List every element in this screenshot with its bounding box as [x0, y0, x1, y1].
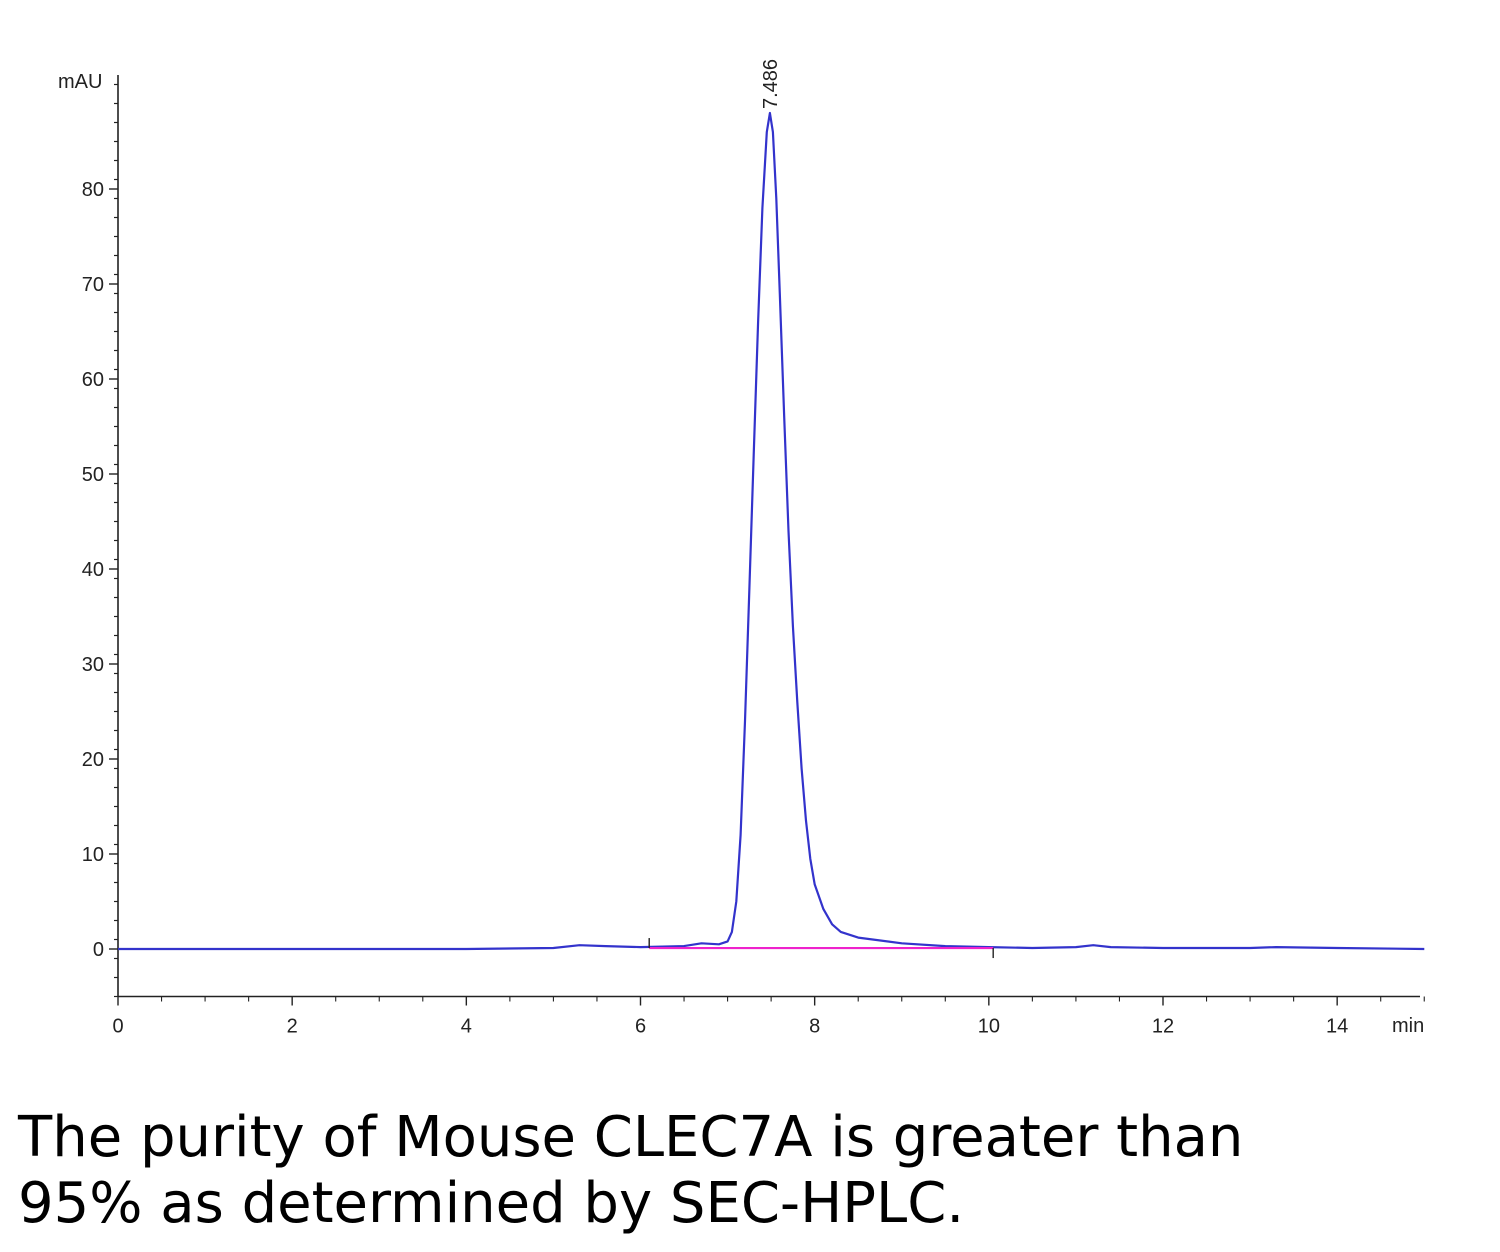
chromatogram-chart: 0 10 20 30 40 50 60 70 80 0 2 4 6 8 10 12 14 mAU min 7.… — [58, 59, 1425, 1038]
x-tick-label: 8 — [809, 1016, 820, 1038]
y-tick-label: 80 — [82, 179, 104, 201]
y-axis: 0 10 20 30 40 50 60 70 80 — [82, 75, 119, 998]
figure-caption: The purity of Mouse CLEC7A is greater th… — [18, 1105, 1478, 1237]
y-tick-label: 0 — [93, 939, 104, 961]
x-tick-label: 12 — [1152, 1016, 1174, 1038]
y-axis-unit-label: mAU — [58, 71, 102, 93]
y-tick-label: 40 — [82, 559, 104, 581]
y-tick-label: 70 — [82, 274, 104, 296]
x-tick-label: 0 — [112, 1016, 123, 1038]
x-tick-label: 2 — [287, 1016, 298, 1038]
x-tick-label: 10 — [978, 1016, 1000, 1038]
x-tick-label: 14 — [1326, 1016, 1348, 1038]
y-tick-label: 10 — [82, 844, 104, 866]
x-tick-label: 4 — [461, 1016, 472, 1038]
chromatogram-trace — [118, 111, 1425, 951]
caption-line-2: 95% as determined by SEC-HPLC. — [18, 1171, 965, 1236]
y-tick-label: 60 — [82, 369, 104, 391]
y-tick-label: 30 — [82, 654, 104, 676]
x-axis-unit-label: min — [1392, 1015, 1424, 1037]
caption-line-1: The purity of Mouse CLEC7A is greater th… — [18, 1105, 1244, 1170]
x-tick-label: 6 — [635, 1016, 646, 1038]
y-tick-label: 50 — [82, 464, 104, 486]
peak-retention-time-label: 7.486 — [760, 59, 782, 109]
y-tick-label: 20 — [82, 749, 104, 771]
x-axis: 0 2 4 6 8 10 12 14 — [112, 995, 1425, 1038]
